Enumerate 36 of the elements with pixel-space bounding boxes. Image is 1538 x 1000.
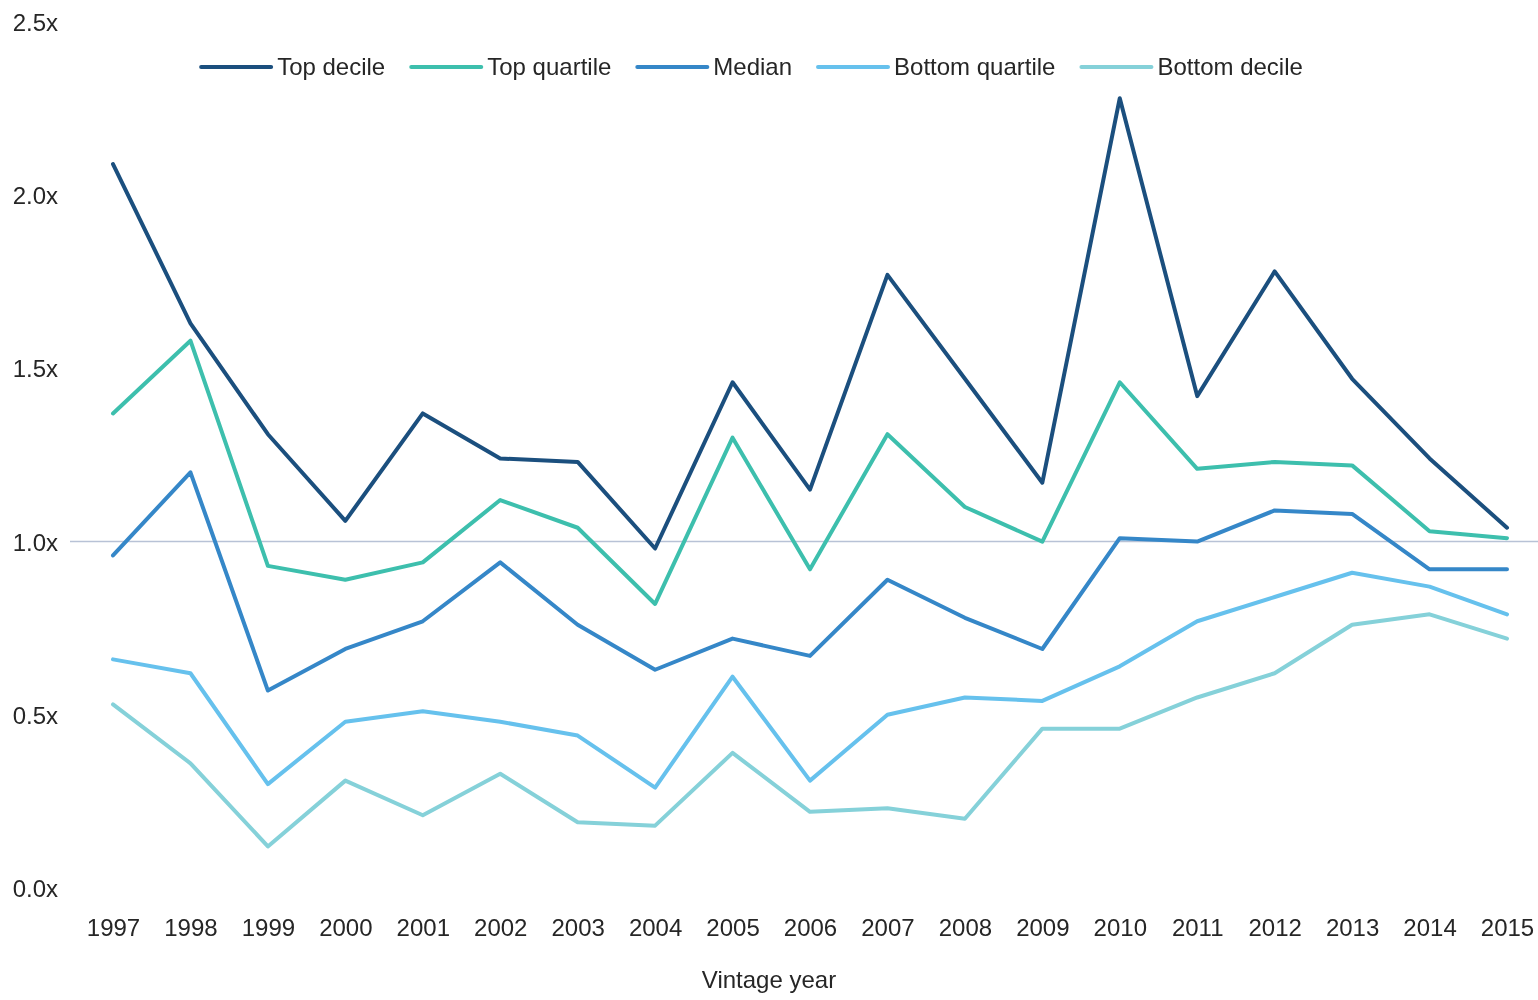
x-tick-label: 2005 xyxy=(706,914,760,942)
x-tick-label: 2012 xyxy=(1248,914,1302,942)
legend-label: Bottom decile xyxy=(1157,53,1303,81)
x-tick-label: 1999 xyxy=(241,914,296,942)
x-tick-label: 1998 xyxy=(164,914,218,942)
legend-label: Top decile xyxy=(277,53,386,81)
y-tick-label: 2.0x xyxy=(12,182,58,210)
legend-label: Median xyxy=(713,53,793,81)
x-tick-label: 2007 xyxy=(861,914,915,942)
x-tick-label: 2008 xyxy=(938,914,993,942)
x-tick-label: 2014 xyxy=(1403,914,1457,942)
x-tick-label: 2006 xyxy=(783,914,838,942)
x-tick-label: 2011 xyxy=(1171,914,1224,942)
legend-label: Top quartile xyxy=(487,53,612,81)
x-tick-label: 2002 xyxy=(474,914,528,942)
x-tick-label: 2001 xyxy=(396,914,450,942)
x-tick-label: 2013 xyxy=(1325,914,1380,942)
x-tick-label: 2000 xyxy=(319,914,373,942)
y-tick-label: 0.5x xyxy=(12,701,58,729)
y-tick-label: 2.5x xyxy=(12,8,58,36)
x-tick-label: 2009 xyxy=(1016,914,1070,942)
y-tick-label: 1.0x xyxy=(12,528,58,556)
line-series xyxy=(111,338,1509,606)
x-tick-label: 2015 xyxy=(1480,914,1535,942)
line-series xyxy=(111,612,1509,849)
line-series xyxy=(111,570,1509,790)
line-series xyxy=(111,96,1509,551)
x-axis-title: Vintage year xyxy=(701,966,837,993)
legend-label: Bottom quartile xyxy=(894,53,1056,81)
x-tick-label: 1997 xyxy=(86,914,141,942)
line-series xyxy=(111,470,1509,693)
y-tick-label: 0.0x xyxy=(12,874,58,902)
x-tick-label: 2010 xyxy=(1093,914,1147,942)
x-tick-label: 2003 xyxy=(551,914,605,942)
y-tick-label: 1.5x xyxy=(12,355,58,383)
x-tick-label: 2004 xyxy=(628,914,683,942)
